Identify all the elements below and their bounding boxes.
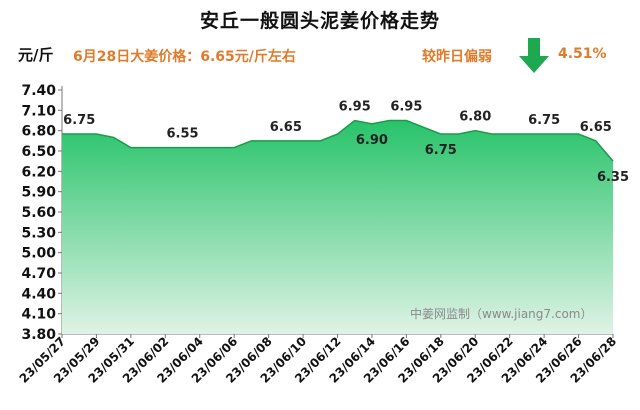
data-label: 6.55 (166, 127, 198, 142)
data-label: 6.90 (356, 133, 388, 148)
data-label: 6.35 (597, 170, 629, 185)
unit-label: 元/斤 (18, 46, 54, 64)
watermark: 中姜网监制（www.jiang7.com） (410, 306, 592, 321)
data-label: 6.75 (425, 143, 457, 158)
y-tick-label: 4.70 (21, 266, 56, 282)
y-tick-label: 3.80 (21, 327, 56, 343)
data-label: 6.75 (528, 113, 560, 128)
chart-title: 安丘一般圆头泥姜价格走势 (199, 10, 440, 32)
y-tick-label: 6.20 (21, 164, 56, 180)
series-line (62, 119, 614, 162)
area-fill (62, 120, 613, 334)
y-tick-label: 5.90 (21, 185, 56, 201)
down-arrow-icon (519, 38, 549, 73)
y-tick-label: 4.10 (21, 307, 56, 323)
data-label: 6.80 (459, 110, 491, 125)
y-tick-label: 5.60 (21, 205, 56, 221)
y-tick-label: 5.00 (21, 246, 56, 262)
price-info: 6月28日大姜价格：6.65元/斤左右 (73, 49, 296, 65)
data-label: 6.65 (270, 120, 302, 135)
data-label: 6.95 (339, 100, 371, 115)
data-label: 6.65 (580, 120, 612, 135)
y-tick-label: 6.50 (21, 144, 56, 160)
change-percent: 4.51% (558, 46, 607, 62)
y-tick-label: 5.30 (21, 225, 56, 241)
compare-label: 较昨日偏弱 (422, 49, 492, 65)
y-tick-label: 7.10 (21, 103, 56, 119)
y-tick-label: 4.40 (21, 286, 56, 302)
y-tick-label: 7.40 (21, 83, 56, 99)
data-label: 6.95 (390, 100, 422, 115)
data-label: 6.75 (63, 113, 95, 128)
y-tick-label: 6.80 (21, 124, 56, 140)
